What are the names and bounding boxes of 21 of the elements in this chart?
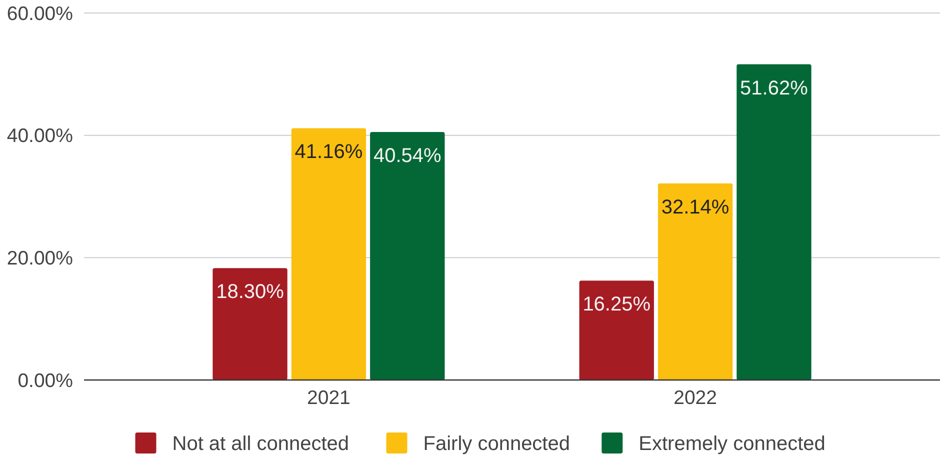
data-label: 41.16%	[294, 141, 363, 164]
data-label: 40.54%	[373, 145, 442, 168]
y-tick-label: 0.00%	[18, 370, 73, 392]
y-tick-label: 40.00%	[6, 125, 73, 148]
data-label: 16.25%	[582, 294, 651, 316]
legend-label: Extremely connected	[638, 433, 826, 455]
bar	[291, 128, 366, 380]
y-tick-label: 60.00%	[6, 2, 73, 25]
bar	[212, 268, 288, 380]
data-label: 18.30%	[216, 281, 284, 304]
bar	[370, 132, 445, 380]
bar	[658, 183, 733, 380]
bar	[736, 64, 812, 380]
data-label: 32.14%	[661, 196, 730, 218]
legend-label: Not at all connected	[172, 433, 350, 455]
x-tick-label: 2022	[674, 387, 717, 409]
y-tick-label: 20.00%	[6, 247, 73, 270]
data-label: 51.62%	[740, 77, 808, 100]
bar	[579, 280, 654, 380]
legend-label: Fairly connected	[423, 433, 570, 455]
x-tick-label: 2021	[307, 387, 350, 409]
